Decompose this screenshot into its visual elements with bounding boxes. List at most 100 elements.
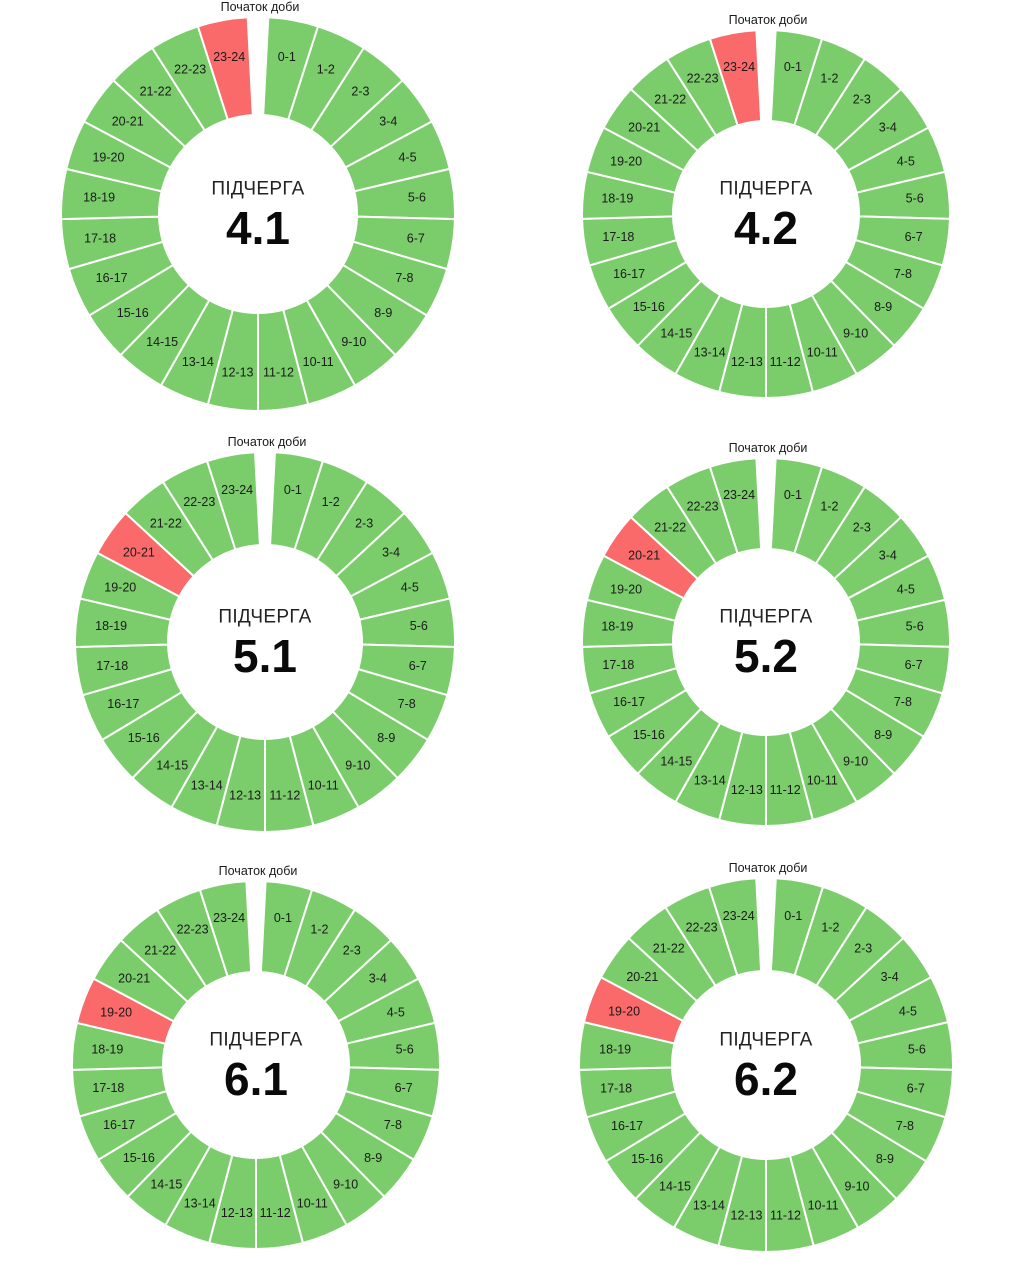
hour-label: 3-4 bbox=[881, 970, 899, 984]
hour-segment-23-24-outage bbox=[708, 29, 763, 127]
hour-label: 17-18 bbox=[600, 1081, 632, 1095]
hour-label: 22-23 bbox=[686, 921, 718, 935]
hour-label: 1-2 bbox=[820, 72, 838, 86]
hour-segment-23-24-power bbox=[707, 877, 763, 977]
hour-label: 6-7 bbox=[905, 658, 923, 672]
hour-label: 9-10 bbox=[345, 759, 370, 773]
hour-label: 10-11 bbox=[308, 778, 339, 792]
hour-label: 23-24 bbox=[213, 911, 245, 925]
hour-label: 21-22 bbox=[653, 942, 685, 956]
hour-label: 4-5 bbox=[401, 581, 419, 595]
hour-label: 2-3 bbox=[351, 84, 369, 98]
hour-label: 4-5 bbox=[398, 151, 416, 165]
hour-label: 13-14 bbox=[191, 778, 223, 792]
hour-label: 15-16 bbox=[117, 306, 149, 320]
hour-label: 8-9 bbox=[364, 1151, 382, 1165]
hour-label: 19-20 bbox=[610, 154, 642, 168]
hour-label: 11-12 bbox=[770, 355, 801, 369]
hour-label: 7-8 bbox=[395, 271, 413, 285]
hour-label: 9-10 bbox=[843, 755, 868, 769]
hour-label: 1-2 bbox=[322, 495, 340, 509]
hour-label: 21-22 bbox=[654, 520, 686, 534]
hour-label: 11-12 bbox=[770, 1208, 801, 1222]
hour-label: 7-8 bbox=[398, 697, 416, 711]
hour-label: 22-23 bbox=[177, 923, 209, 937]
hour-label: 15-16 bbox=[633, 300, 665, 314]
hour-label: 16-17 bbox=[613, 695, 645, 709]
hour-label: 8-9 bbox=[374, 306, 392, 320]
hour-label: 10-11 bbox=[297, 1196, 328, 1210]
hour-label: 15-16 bbox=[123, 1151, 155, 1165]
hour-label: 22-23 bbox=[687, 72, 719, 86]
schedule-chart-6.1: 0-1 1-2 2-3 3-4 4-5 5-6 6-7 7-8 8-9 9-10 10-11 11-1… bbox=[71, 864, 441, 1251]
subqueue-number: 4.2 bbox=[734, 202, 798, 254]
hour-label: 20-21 bbox=[628, 548, 660, 562]
hour-label: 4-5 bbox=[899, 1005, 917, 1019]
hour-label: 21-22 bbox=[140, 84, 172, 98]
hour-label: 8-9 bbox=[377, 731, 395, 745]
hour-label: 23-24 bbox=[723, 488, 755, 502]
subqueue-label: ПІДЧЕРГА bbox=[218, 607, 311, 628]
hour-label: 20-21 bbox=[123, 545, 155, 559]
hour-label: 20-21 bbox=[112, 115, 144, 129]
hour-label: 22-23 bbox=[687, 500, 719, 514]
hour-label: 13-14 bbox=[694, 773, 726, 787]
hour-label: 6-7 bbox=[905, 230, 923, 244]
hour-label: 0-1 bbox=[784, 909, 802, 923]
hour-label: 17-18 bbox=[96, 659, 128, 673]
hour-label: 3-4 bbox=[879, 120, 897, 134]
hour-label: 21-22 bbox=[654, 92, 686, 106]
subqueue-number: 5.2 bbox=[734, 630, 798, 682]
subqueue-label: ПІДЧЕРГА bbox=[719, 607, 812, 628]
hour-label: 18-19 bbox=[601, 620, 633, 634]
hour-label: 7-8 bbox=[384, 1118, 402, 1132]
hour-label: 2-3 bbox=[853, 520, 871, 534]
hour-label: 0-1 bbox=[784, 488, 802, 502]
hour-label: 9-10 bbox=[843, 327, 868, 341]
hour-label: 4-5 bbox=[897, 582, 915, 596]
hour-label: 0-1 bbox=[284, 483, 302, 497]
hour-label: 1-2 bbox=[821, 921, 839, 935]
hour-label: 4-5 bbox=[897, 154, 915, 168]
hour-label: 5-6 bbox=[396, 1043, 414, 1057]
hour-label: 20-21 bbox=[118, 971, 150, 985]
hour-label: 2-3 bbox=[343, 943, 361, 957]
subqueue-number: 4.1 bbox=[226, 202, 290, 254]
hour-label: 13-14 bbox=[693, 1198, 725, 1212]
subqueue-number: 6.2 bbox=[734, 1053, 798, 1105]
hour-label: 0-1 bbox=[784, 60, 802, 74]
subqueue-number: 5.1 bbox=[233, 630, 297, 682]
hour-label: 21-22 bbox=[150, 516, 182, 530]
hour-label: 11-12 bbox=[263, 365, 294, 379]
hour-label: 13-14 bbox=[182, 355, 214, 369]
hour-label: 17-18 bbox=[92, 1081, 124, 1095]
hour-label: 6-7 bbox=[907, 1081, 925, 1095]
hour-label: 19-20 bbox=[104, 581, 136, 595]
hour-label: 17-18 bbox=[602, 230, 634, 244]
hour-label: 3-4 bbox=[879, 548, 897, 562]
hour-label: 12-13 bbox=[731, 355, 763, 369]
hour-label: 5-6 bbox=[906, 620, 924, 634]
hour-label: 23-24 bbox=[723, 60, 755, 74]
hour-segment-23-24-outage bbox=[196, 16, 254, 121]
hour-label: 14-15 bbox=[660, 327, 692, 341]
hour-label: 6-7 bbox=[409, 659, 427, 673]
hour-label: 9-10 bbox=[333, 1178, 358, 1192]
hour-label: 11-12 bbox=[260, 1206, 291, 1220]
subqueue-number: 6.1 bbox=[224, 1053, 288, 1105]
hour-label: 20-21 bbox=[626, 970, 658, 984]
hour-label: 16-17 bbox=[96, 271, 128, 285]
hour-label: 22-23 bbox=[174, 62, 206, 76]
hour-label: 23-24 bbox=[213, 50, 245, 64]
hour-label: 10-11 bbox=[807, 345, 838, 359]
hour-label: 14-15 bbox=[150, 1178, 182, 1192]
hour-label: 19-20 bbox=[100, 1005, 132, 1019]
hour-label: 17-18 bbox=[84, 232, 116, 246]
subqueue-label: ПІДЧЕРГА bbox=[211, 179, 304, 200]
hour-label: 8-9 bbox=[876, 1152, 894, 1166]
hour-label: 10-11 bbox=[807, 773, 838, 787]
day-start-label: Початок доби bbox=[729, 861, 808, 875]
hour-label: 5-6 bbox=[906, 192, 924, 206]
hour-label: 14-15 bbox=[660, 755, 692, 769]
